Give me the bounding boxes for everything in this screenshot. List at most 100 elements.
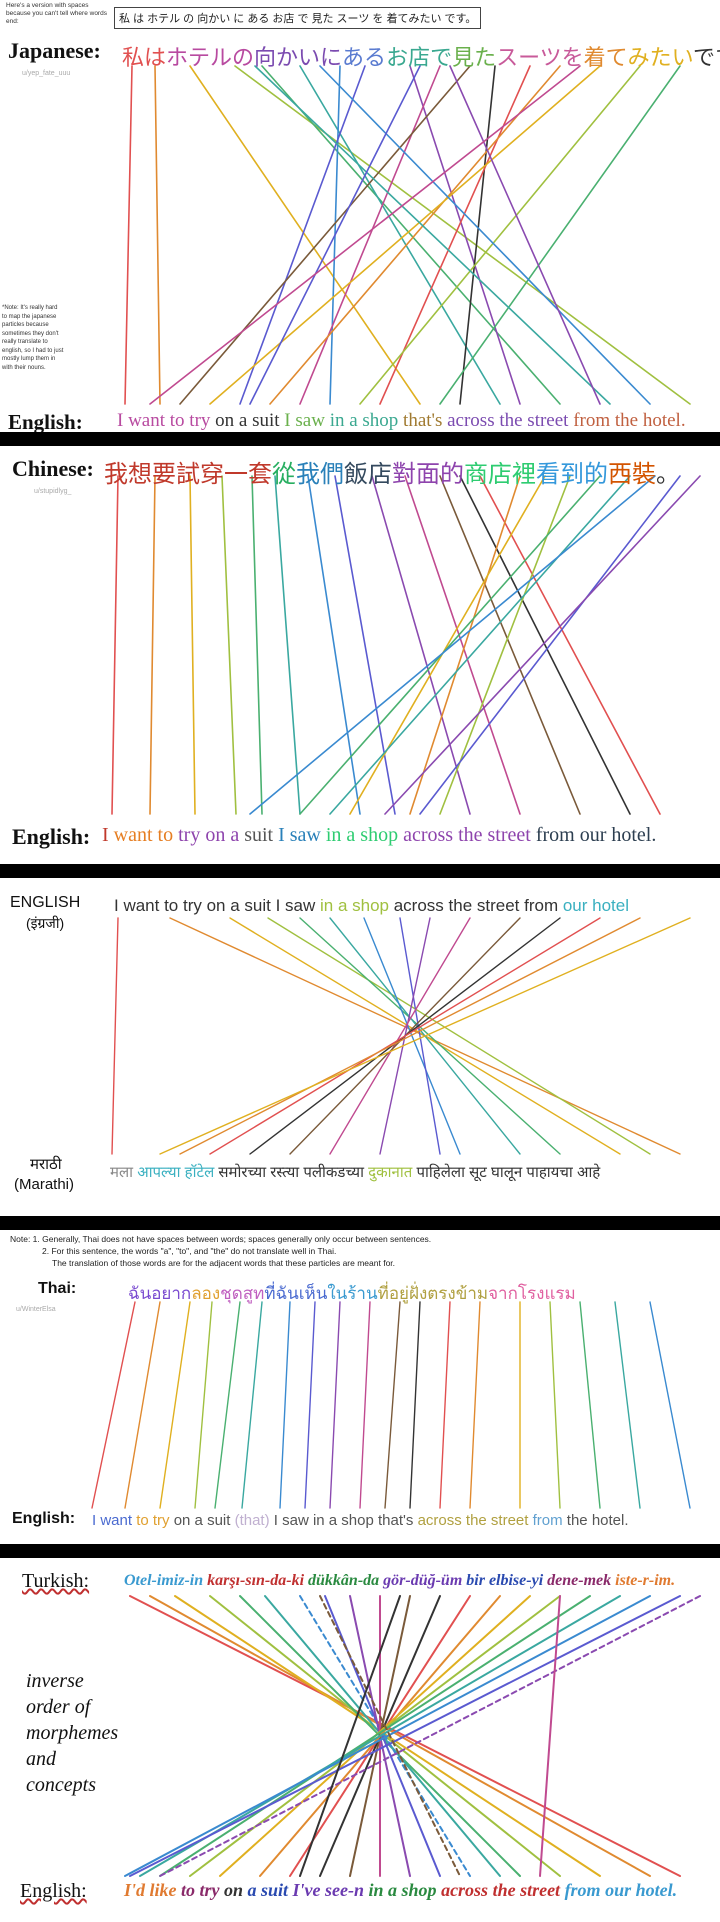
thai-note-2: 2. For this sentence, the words "a", "to… — [42, 1246, 337, 1256]
p5-bottom-segment: in a shop — [368, 1880, 442, 1900]
connector-line — [159, 917, 691, 1155]
japanese-label: Japanese: — [8, 38, 101, 63]
p3-bottom-segment: हॉटेल — [184, 1164, 219, 1181]
connector-line — [359, 65, 641, 405]
connector-line — [179, 65, 471, 405]
english-label-4: English: — [12, 1510, 76, 1527]
connector-line — [349, 475, 546, 815]
p1-bottom-segment: from the hotel. — [573, 410, 686, 431]
p4-bottom-segment: the hotel. — [566, 1512, 629, 1529]
p3-bottom-segment: दुकानात — [368, 1164, 417, 1181]
connector-line — [124, 1595, 651, 1877]
connector-line — [124, 1301, 161, 1509]
connector-line — [241, 1301, 263, 1509]
p5-top-segment: gör-düğ-üm — [383, 1572, 467, 1589]
p5-top-segment: dükkân-da — [308, 1572, 384, 1589]
marathi-connector-lines — [111, 917, 691, 1155]
p1-top-segment: 見た — [452, 45, 497, 70]
connector-line — [409, 475, 521, 815]
p4-bottom-segment: to try — [136, 1512, 174, 1529]
connector-line — [324, 1595, 441, 1877]
p5-top-segment: bir elbise-yi — [466, 1572, 548, 1589]
connector-line — [469, 1301, 481, 1509]
p4-top-segment: ฉันอยาก — [128, 1284, 192, 1303]
p4-bottom-segment: from — [532, 1512, 567, 1529]
connector-line — [359, 1301, 371, 1509]
p2-bottom-segment: I saw — [278, 824, 326, 846]
connector-line — [479, 475, 661, 815]
p4-bottom-segment: in a shop — [312, 1512, 378, 1529]
inverse-order-note: inverse order of morphemes and concepts — [26, 1670, 119, 1796]
connector-line — [111, 475, 119, 815]
thai-panel: Note: 1. Generally, Thai does not have s… — [0, 1230, 720, 1544]
connector-line — [319, 1595, 461, 1877]
turkish-connector-lines — [124, 1595, 701, 1877]
p1-top-segment: です。 — [693, 45, 720, 70]
p3-top-segment: our hotel — [562, 896, 630, 915]
p2-bottom-segment: in a shop — [325, 824, 404, 846]
p1-bottom-segment: I saw — [284, 410, 325, 431]
connector-line — [329, 1301, 341, 1509]
p1-top-segment: 着て — [583, 45, 628, 70]
p5-top-segment: iste-r-im. — [615, 1572, 676, 1589]
japanese-credit: u/yep_fate_uuu — [22, 70, 71, 77]
connector-line — [261, 65, 561, 405]
turkish-panel: Turkish: Otel-imiz-in karşı-sın-da-ki dü… — [0, 1558, 720, 1922]
connector-line — [214, 1301, 241, 1509]
p4-bottom-segment: across the street — [417, 1512, 533, 1529]
connector-line — [91, 1301, 136, 1509]
p2-top-segment: 西裝 — [608, 462, 656, 488]
p5-bottom-segment: to try — [181, 1880, 224, 1900]
marathi-panel: ENGLISH (इंग्रजी) I want to try on a sui… — [0, 878, 720, 1216]
connector-line — [179, 917, 641, 1155]
connector-line — [299, 475, 601, 815]
p4-bottom-segment: that's — [378, 1512, 418, 1529]
p2-top-segment: 飯店 — [344, 462, 392, 488]
spaced-sentence-box: 私 は ホテル の 向かい に ある お店 で 見た スーツ を 着てみたい で… — [114, 7, 482, 29]
connector-line — [249, 65, 421, 405]
p5-bottom-segment: on — [224, 1880, 248, 1900]
p2-top-segment: 我想要試穿一套 — [104, 462, 272, 488]
connector-line — [459, 475, 631, 815]
connector-line — [329, 475, 631, 815]
connector-line — [129, 1595, 681, 1877]
connector-line — [459, 65, 496, 405]
p4-top-segment: ชุดสูท — [220, 1284, 265, 1303]
spaces-note: Here's a version with spaces because you… — [6, 2, 107, 25]
connector-line — [439, 475, 581, 815]
p2-bottom-segment: I — [102, 824, 114, 846]
p1-top-segment: みたい — [627, 45, 694, 70]
p1-bottom-segment: I want to try — [117, 410, 211, 431]
connector-line — [149, 65, 581, 405]
connector-line — [363, 917, 461, 1155]
turkish-label: Turkish: — [22, 1570, 90, 1592]
p1-top-segment: ある — [342, 45, 387, 70]
p1-bottom-segment: in a shop — [324, 410, 404, 431]
turkish-sentence: Otel-imiz-in karşı-sın-da-ki dükkân-da g… — [124, 1572, 675, 1590]
p4-bottom-segment: on a suit — [173, 1512, 235, 1529]
connector-line — [299, 917, 561, 1155]
p2-top-segment: 我們 — [296, 462, 344, 488]
p3-top-segment: in a shop — [319, 896, 394, 915]
p3-bottom-segment: मला — [110, 1164, 138, 1181]
connector-line — [239, 65, 366, 405]
chinese-panel: Chinese: u/stupidlyg_ 我想要試穿一套從我們飯店對面的商店裡… — [0, 446, 720, 864]
p2-bottom-segment: suit — [244, 824, 279, 846]
thai-note-3: The translation of those words are for t… — [52, 1258, 396, 1268]
p4-top-segment: ในร้าน — [327, 1284, 378, 1303]
p5-bottom-segment: a suit — [247, 1880, 293, 1900]
connector-line — [319, 65, 651, 405]
thai-sentence: ฉันอยากลองชุดสูทที่ฉันเห็นในร้านที่อยู่ฝ… — [128, 1280, 576, 1307]
connector-line — [194, 1301, 213, 1509]
p4-bottom-segment: I want — [92, 1512, 137, 1529]
thai-note-1: Note: 1. Generally, Thai does not have s… — [10, 1234, 432, 1244]
p1-bottom-segment: across the street — [447, 410, 574, 431]
p1-top-segment: スーツを — [496, 45, 584, 70]
p3-bottom-segment: आपल्या — [137, 1164, 185, 1181]
connector-line — [299, 1595, 471, 1877]
connector-line — [449, 65, 601, 405]
p4-bottom-segment: I saw — [273, 1512, 313, 1529]
connector-line — [149, 475, 156, 815]
japanese-connector-lines — [124, 65, 691, 405]
english-label-5: English: — [20, 1880, 87, 1902]
